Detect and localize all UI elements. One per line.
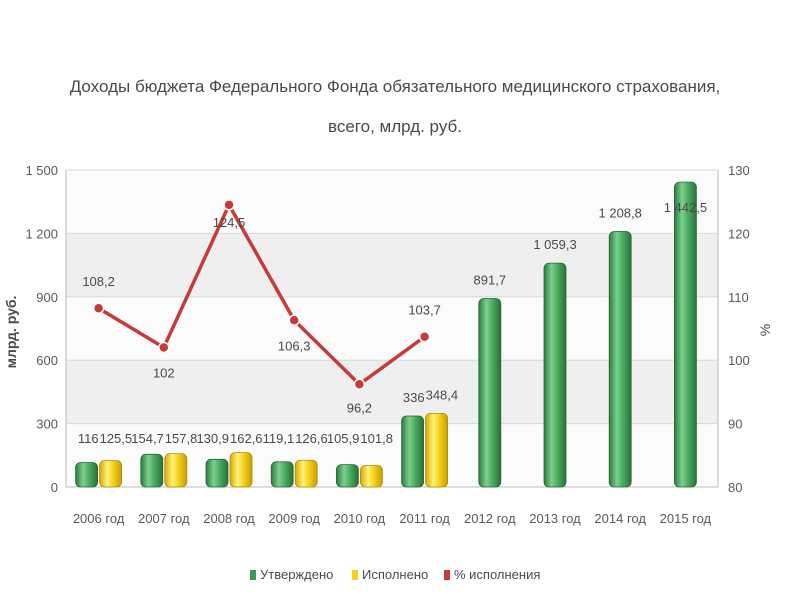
y-tick-label-right: 120 xyxy=(728,226,750,241)
bar-executed xyxy=(294,459,318,488)
bar-executed xyxy=(359,465,383,488)
data-label-executed: 162,6 xyxy=(230,431,263,446)
x-category-label: 2010 год xyxy=(334,511,386,526)
data-label-approved: 130,9 xyxy=(196,431,229,446)
data-label-percent: 108,2 xyxy=(82,274,115,289)
bar-approved xyxy=(401,415,425,488)
line-point xyxy=(158,341,170,354)
legend-label: % исполнения xyxy=(454,567,540,582)
y-tick-label-left: 0 xyxy=(51,480,58,495)
line-point xyxy=(92,302,105,314)
category-labels: 2006 год 2007 год 2008 год 2009 год 2010 год… xyxy=(73,511,712,526)
data-label-approved: 105,9 xyxy=(327,431,360,446)
bar-approved xyxy=(335,464,359,488)
bar-approved xyxy=(140,453,164,488)
data-label-approved: 1 208,8 xyxy=(599,206,642,221)
data-label-executed: 157,8 xyxy=(165,431,198,446)
bar-approved xyxy=(608,231,632,488)
y-axis-title-left: млрд. руб. xyxy=(3,296,19,369)
x-category-label: 2012 год xyxy=(464,511,516,526)
legend-label: Утверждено xyxy=(260,567,333,582)
data-label-executed: 125,5 xyxy=(100,431,133,446)
plot-band xyxy=(66,170,718,234)
y-tick-label-left: 300 xyxy=(36,417,58,432)
bar-executed xyxy=(99,460,122,488)
y-tick-label-right: 100 xyxy=(728,353,750,368)
chart-title-line-2: всего, млрд. руб. xyxy=(328,117,462,136)
legend-swatch xyxy=(444,570,450,580)
data-label-percent: 106,3 xyxy=(278,338,311,353)
legend-swatch xyxy=(352,570,358,580)
data-label-approved: 336 xyxy=(403,390,425,405)
x-category-label: 2013 год xyxy=(529,511,581,526)
legend: Утверждено Исполнено % исполнения xyxy=(250,567,540,582)
data-label-executed: 126,6 xyxy=(295,431,328,446)
bar-series xyxy=(75,181,697,488)
data-label-percent: 103,7 xyxy=(408,303,441,318)
y-tick-label-right: 80 xyxy=(728,480,742,495)
y-tick-label-left: 1 500 xyxy=(25,163,58,178)
y-axis-title-right: % xyxy=(757,324,773,336)
line-point xyxy=(418,330,431,343)
y-tick-label-right: 130 xyxy=(728,163,750,178)
data-label-approved: 1 442,5 xyxy=(664,200,707,215)
data-label-approved: 154,7 xyxy=(131,431,164,446)
chart-title: Доходы бюджета Федерального Фонда обязат… xyxy=(70,77,721,136)
left-axis-ticks: 0 300 600 900 1 200 1 500 xyxy=(25,163,58,495)
data-label-approved: 116 xyxy=(78,431,99,446)
x-category-label: 2011 год xyxy=(399,511,450,526)
bar-approved xyxy=(543,262,567,488)
bar-approved xyxy=(75,462,98,488)
x-category-label: 2014 год xyxy=(594,511,646,526)
line-point xyxy=(288,314,300,327)
bar-approved xyxy=(674,181,697,488)
right-axis-ticks: 80 90 100 110 120 130 xyxy=(728,163,750,495)
line-execution-percent xyxy=(97,203,426,387)
x-category-label: 2008 год xyxy=(203,511,255,526)
bar-executed xyxy=(425,412,449,488)
x-category-label: 2007 год xyxy=(138,511,190,526)
bar-approved xyxy=(478,298,502,488)
legend-label: Исполнено xyxy=(362,567,428,582)
y-tick-label-right: 110 xyxy=(728,290,749,305)
data-label-approved: 1 059,3 xyxy=(533,237,576,252)
bar-executed xyxy=(229,452,253,488)
line-point xyxy=(353,378,366,391)
y-tick-label-left: 1 200 xyxy=(25,226,58,241)
line-point xyxy=(223,199,235,211)
data-label-executed: 101,8 xyxy=(360,431,393,446)
data-label-executed: 348,4 xyxy=(426,387,459,402)
chart-title-line-1: Доходы бюджета Федерального Фонда обязат… xyxy=(70,77,721,96)
bar-approved xyxy=(270,461,294,488)
bar-approved xyxy=(205,458,229,488)
legend-swatch xyxy=(250,570,256,580)
data-label-percent: 96,2 xyxy=(347,400,372,415)
data-label-percent: 124,5 xyxy=(213,215,246,230)
line-series xyxy=(92,199,431,391)
x-category-label: 2006 год xyxy=(73,511,125,526)
data-labels: 116 125,5 154,7 157,8 130,9 162,6 119,1 126,6 10… xyxy=(78,200,707,446)
y-tick-label-left: 900 xyxy=(36,290,58,305)
y-tick-label-right: 90 xyxy=(728,417,742,432)
data-label-approved: 119,1 xyxy=(263,431,295,446)
data-label-approved: 891,7 xyxy=(474,273,507,288)
x-category-label: 2009 год xyxy=(268,511,320,526)
bar-executed xyxy=(164,453,188,488)
x-category-label: 2015 год xyxy=(660,511,712,526)
y-tick-label-left: 600 xyxy=(36,353,58,368)
data-label-percent: 102 xyxy=(153,366,175,381)
